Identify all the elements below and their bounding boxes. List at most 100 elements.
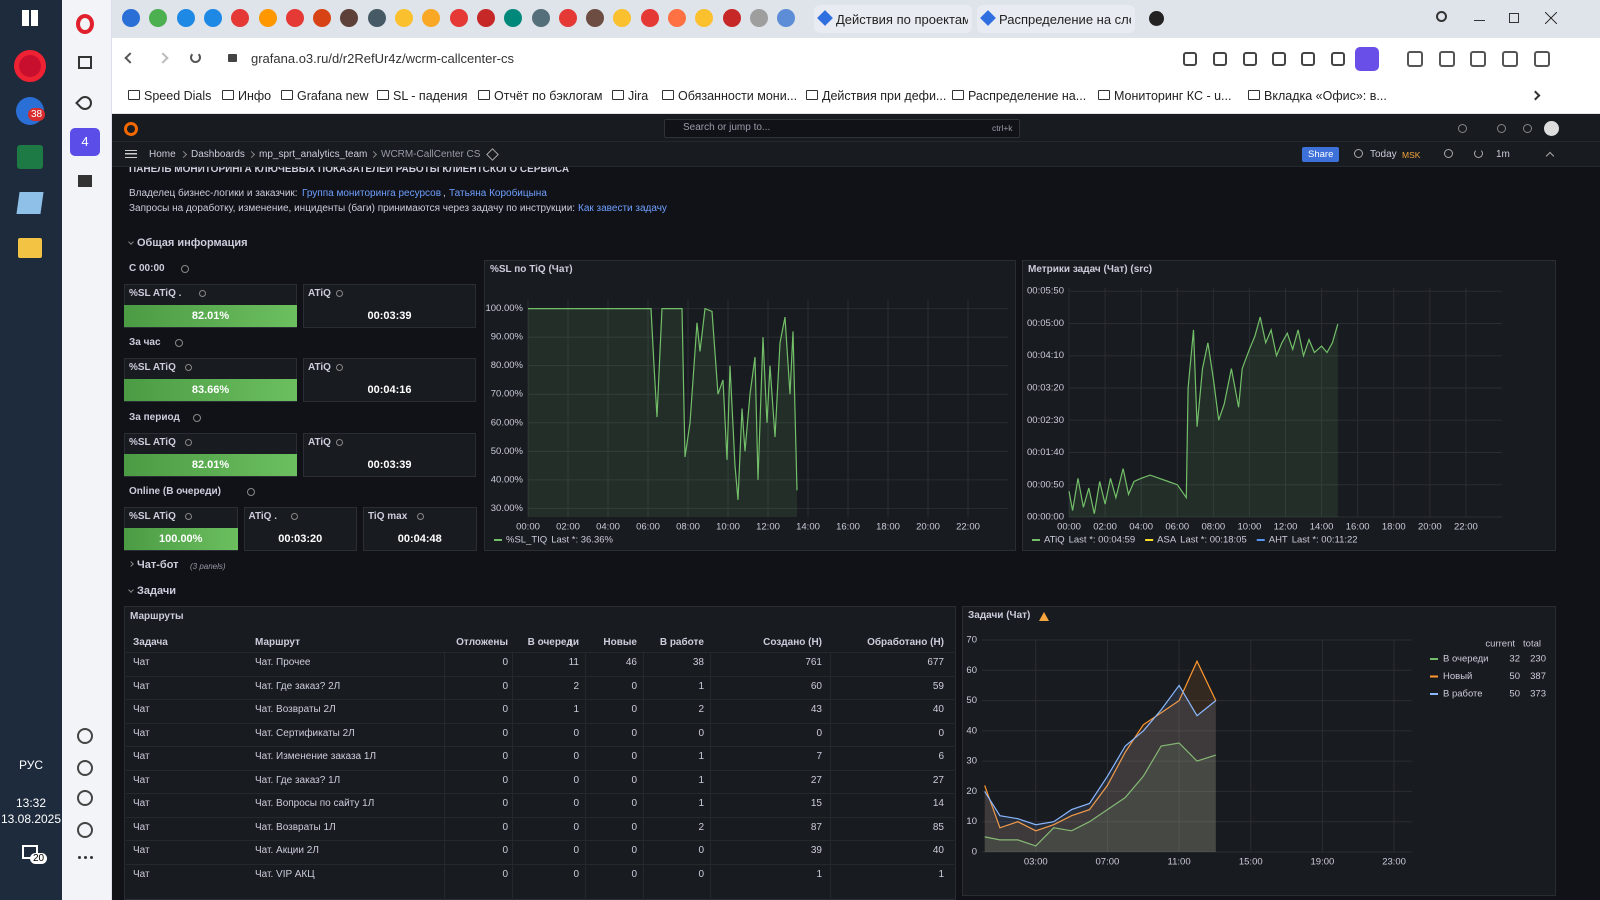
close[interactable]	[1545, 12, 1557, 24]
extension-button[interactable]	[1502, 51, 1518, 67]
extension-button[interactable]	[1534, 51, 1550, 67]
tab-title[interactable]: Распределение на следу	[999, 12, 1131, 27]
toolbar-button[interactable]	[1272, 52, 1286, 66]
pinned-tab[interactable]	[586, 9, 605, 27]
pinned-tab[interactable]	[313, 9, 332, 27]
pinned-tab[interactable]	[395, 9, 413, 27]
refresh-interval[interactable]: 1m	[1496, 149, 1510, 160]
breadcrumb[interactable]: mp_sprt_analytics_team	[259, 149, 368, 160]
bookmark[interactable]: Вкладка «Офис»: в...	[1264, 89, 1387, 103]
pinned-tab[interactable]	[203, 9, 222, 27]
top-button[interactable]	[1523, 124, 1532, 133]
top-button[interactable]	[1497, 124, 1506, 133]
link[interactable]: Группа мониторинга ресурсов	[302, 188, 442, 199]
info-icon[interactable]	[199, 290, 206, 297]
info-icon[interactable]	[336, 439, 343, 446]
row-title[interactable]: Задачи	[137, 585, 176, 597]
home-button[interactable]	[78, 56, 92, 69]
bookmark[interactable]: Распределение на...	[968, 89, 1087, 103]
extension-button[interactable]	[1407, 51, 1423, 67]
pinned-tab[interactable]	[722, 9, 741, 27]
opera-logo[interactable]	[76, 14, 94, 34]
toolbar-button[interactable]	[1183, 52, 1197, 66]
info-icon[interactable]	[336, 290, 343, 297]
pinned-tab[interactable]	[531, 9, 550, 27]
info-icon[interactable]	[181, 265, 189, 273]
sidebar-button[interactable]	[77, 790, 93, 806]
tab[interactable]	[814, 5, 972, 33]
profile-button[interactable]	[1355, 47, 1379, 71]
bookmark[interactable]: Инфо	[238, 89, 272, 103]
avatar[interactable]	[1544, 121, 1559, 136]
menu-button[interactable]	[125, 150, 137, 158]
pinned-tab[interactable]	[613, 9, 632, 27]
grafana-logo[interactable]	[124, 122, 138, 136]
bookmark[interactable]: Grafana new	[297, 89, 369, 103]
reload-button[interactable]	[190, 52, 201, 63]
bookmark[interactable]: Speed Dials	[144, 89, 212, 103]
toolbar-button[interactable]	[1301, 52, 1315, 66]
pinned-tab[interactable]	[367, 9, 386, 27]
minimize[interactable]	[1474, 20, 1485, 21]
pinned-tab[interactable]	[340, 9, 359, 27]
refresh-button[interactable]	[1474, 149, 1483, 158]
bookmark[interactable]: Отчёт по бэклогам	[494, 89, 603, 103]
info-icon[interactable]	[290, 513, 298, 520]
bookmark[interactable]: Мониторинг КС - u...	[1114, 89, 1232, 103]
maximize[interactable]	[1509, 13, 1519, 23]
more-dot[interactable]	[90, 856, 93, 859]
pinned-tab[interactable]	[176, 9, 195, 27]
extension-button[interactable]	[1439, 51, 1455, 67]
bookmark[interactable]: Jira	[628, 89, 649, 103]
search-placeholder[interactable]: Search or jump to...	[683, 122, 771, 133]
pinned-tab[interactable]	[504, 9, 523, 27]
toolbar-button[interactable]	[1331, 52, 1345, 66]
opera-icon[interactable]	[14, 50, 46, 82]
pinned-tab[interactable]	[231, 9, 250, 27]
bookmark[interactable]: SL - падения	[393, 89, 468, 103]
sidebar-button[interactable]	[77, 728, 93, 744]
pinned-tab[interactable]	[122, 9, 140, 27]
bookmark[interactable]: Обязанности мони...	[678, 89, 798, 103]
info-icon[interactable]	[185, 513, 192, 520]
pinned-tab[interactable]	[558, 9, 577, 27]
pinned-tab[interactable]	[258, 9, 277, 27]
explorer-icon[interactable]	[18, 238, 42, 258]
pinned-tab[interactable]	[695, 9, 714, 27]
breadcrumb[interactable]: Home	[149, 149, 176, 160]
breadcrumb[interactable]: Dashboards	[191, 149, 245, 160]
sidebar-button[interactable]	[77, 822, 93, 838]
extension-button[interactable]	[1470, 51, 1486, 67]
more-dot[interactable]	[78, 856, 81, 859]
link[interactable]: Татьяна Коробицына	[449, 188, 547, 199]
clock-time[interactable]: 13:32	[15, 796, 47, 810]
pinned-tab[interactable]	[149, 9, 168, 27]
sidebar-button[interactable]	[77, 760, 93, 776]
new-tab-button[interactable]	[1149, 11, 1164, 26]
url[interactable]: grafana.o3.ru/d/r2RefUr4z/wcrm-callcente…	[251, 51, 514, 66]
info-icon[interactable]	[185, 439, 192, 446]
pinned-tab[interactable]	[422, 9, 441, 27]
pinned-tab[interactable]	[777, 9, 796, 27]
excel-icon[interactable]	[17, 145, 43, 169]
share-button[interactable]: Share	[1302, 147, 1340, 162]
row-title[interactable]: Общая информация	[137, 237, 248, 249]
pinned-tab[interactable]	[476, 9, 495, 27]
app-icon[interactable]	[16, 192, 44, 214]
tab-title[interactable]: Действия по проектам - (	[836, 12, 968, 27]
pinned-tab[interactable]	[668, 9, 686, 27]
link[interactable]: Как завести задачу	[578, 203, 667, 214]
workspace-button[interactable]: 4	[70, 128, 100, 156]
clock-date[interactable]: 13.08.2025	[0, 812, 62, 826]
top-button[interactable]	[1458, 124, 1467, 133]
zoom-out[interactable]	[1444, 149, 1453, 158]
pinned-tab[interactable]	[749, 9, 768, 27]
more-dot[interactable]	[84, 856, 87, 859]
info-icon[interactable]	[175, 339, 183, 347]
search-box[interactable]	[664, 119, 1020, 138]
search-tabs[interactable]	[1436, 11, 1447, 22]
pinned-tab[interactable]	[449, 9, 468, 27]
info-icon[interactable]	[185, 364, 192, 371]
start-button[interactable]	[22, 10, 38, 26]
toolbar-button[interactable]	[1243, 52, 1257, 66]
